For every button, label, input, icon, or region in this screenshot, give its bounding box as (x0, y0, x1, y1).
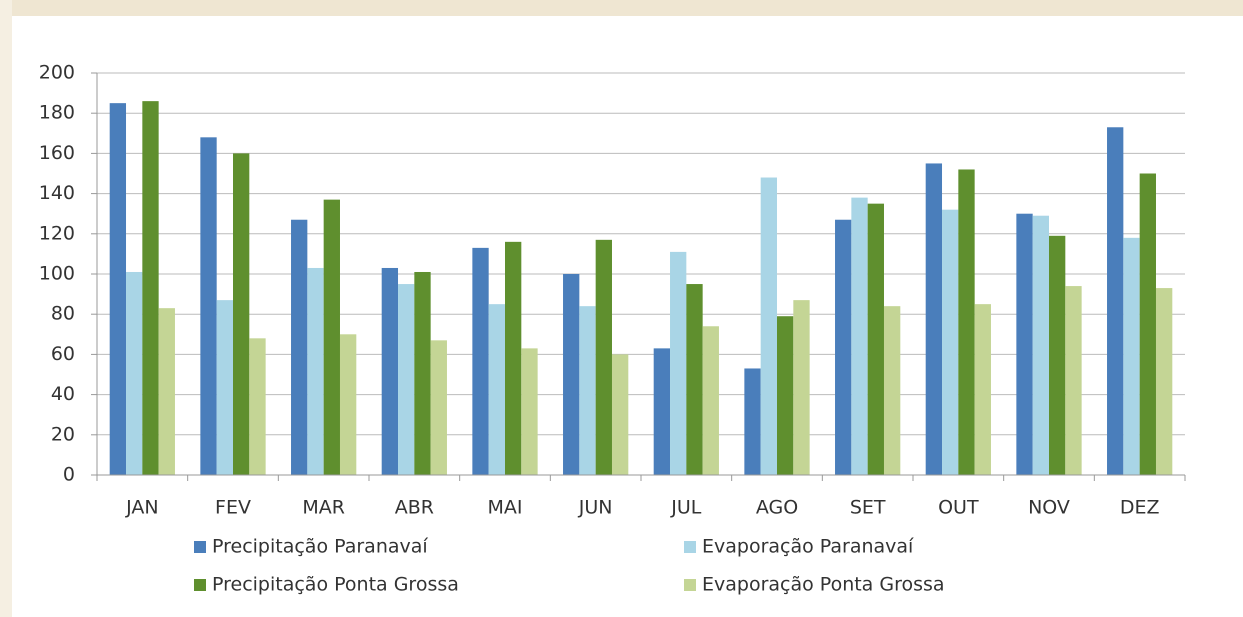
legend-swatch (194, 541, 206, 553)
bar (109, 103, 127, 476)
bar (611, 354, 629, 475)
bar (339, 334, 357, 475)
bar (307, 267, 324, 475)
bar (1155, 288, 1173, 475)
x-tick-label: SET (850, 497, 886, 519)
y-tick-label: 20 (51, 423, 75, 445)
bar (942, 209, 959, 475)
bar (126, 271, 143, 475)
left-border (0, 0, 12, 617)
y-tick-label: 80 (51, 303, 75, 325)
bar (579, 306, 596, 475)
y-tick-label: 200 (39, 62, 75, 84)
bar (958, 169, 975, 476)
bar (974, 304, 991, 475)
bar (595, 239, 612, 475)
bar (760, 177, 777, 475)
bar (686, 284, 703, 475)
bar (883, 306, 901, 475)
bar (1032, 215, 1049, 475)
bar (323, 199, 340, 475)
y-tick-label: 40 (51, 383, 75, 405)
bar (488, 304, 505, 475)
y-tick-label: 140 (39, 182, 75, 204)
legend-swatch (684, 579, 696, 591)
y-tick-label: 0 (63, 464, 75, 486)
bar (851, 197, 868, 475)
x-tick-label: AGO (756, 497, 798, 519)
x-tick-label: DEZ (1120, 497, 1160, 519)
bar (200, 137, 217, 475)
legend-label: Evaporação Ponta Grossa (702, 574, 945, 596)
bar (398, 284, 415, 475)
bar (158, 308, 175, 475)
y-tick-label: 180 (39, 102, 75, 124)
bar (793, 300, 810, 475)
bar (430, 340, 447, 475)
bar (702, 326, 719, 475)
bar (1123, 237, 1140, 475)
bar (1049, 235, 1066, 475)
x-tick-label: JUL (670, 497, 702, 519)
legend-label: Precipitação Paranavaí (212, 536, 428, 558)
y-tick-label: 120 (39, 222, 75, 244)
bar (777, 316, 794, 475)
x-tick-label: JAN (125, 497, 158, 519)
bar (472, 247, 489, 475)
x-tick-label: MAR (302, 497, 345, 519)
bar (653, 348, 671, 475)
bar (1016, 213, 1033, 475)
bar (521, 348, 538, 475)
bar (925, 163, 943, 475)
legend-label: Evaporação Paranavaí (702, 536, 914, 558)
x-tick-label: ABR (395, 497, 434, 519)
x-tick-label: NOV (1028, 497, 1070, 519)
y-tick-label: 160 (39, 142, 75, 164)
x-tick-label: MAI (488, 497, 523, 519)
bar (142, 101, 159, 475)
legend-swatch (684, 541, 696, 553)
legend-swatch (194, 579, 206, 591)
bar (835, 219, 852, 475)
bar (744, 368, 761, 475)
bar (233, 153, 250, 475)
bar (505, 241, 522, 475)
bar (867, 203, 884, 475)
bar (1107, 127, 1124, 476)
x-tick-label: OUT (938, 497, 979, 519)
top-border (0, 0, 1243, 16)
x-tick-label: JUN (578, 497, 613, 519)
bar (1065, 286, 1082, 475)
bar (1139, 173, 1156, 475)
y-tick-label: 60 (51, 343, 75, 365)
bar (291, 219, 308, 475)
bar (670, 251, 687, 475)
x-tick-label: FEV (215, 497, 251, 519)
bar (563, 274, 580, 475)
y-tick-label: 100 (39, 263, 75, 285)
bar (249, 338, 266, 475)
legend-label: Precipitação Ponta Grossa (212, 574, 459, 596)
bar (381, 267, 399, 475)
bar (414, 271, 431, 475)
bar (216, 300, 233, 475)
